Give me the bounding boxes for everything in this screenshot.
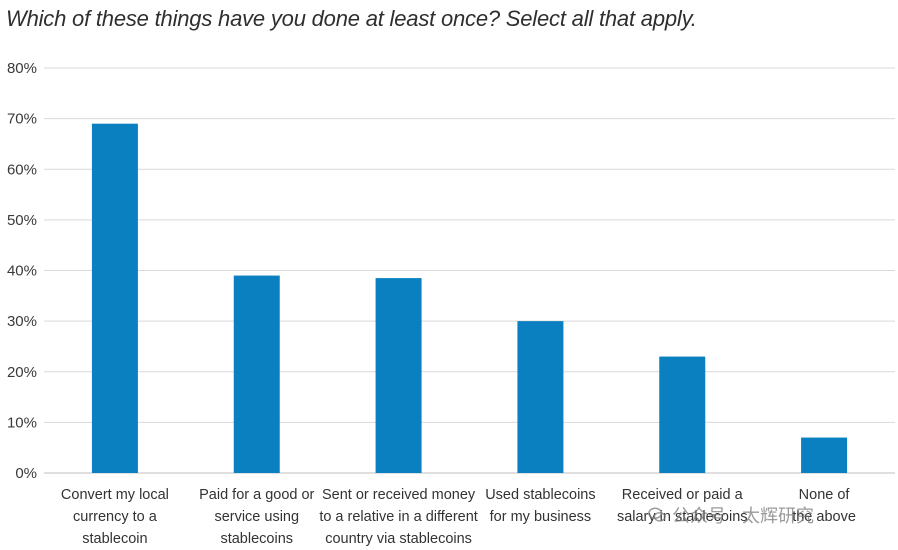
bar [233, 275, 280, 473]
x-category-label: Used stablecoins for my business [485, 487, 595, 525]
x-category-label: None of the above [792, 487, 856, 525]
y-tick-label: 0% [15, 465, 37, 482]
bar [659, 356, 706, 473]
x-category-label: Convert my local currency to a stablecoin [61, 487, 169, 547]
y-tick-label: 40% [7, 263, 37, 280]
y-tick-label: 70% [7, 111, 37, 128]
y-tick-label: 80% [7, 60, 37, 77]
bars [91, 123, 848, 473]
y-tick-label: 50% [7, 212, 37, 229]
x-category-label: Sent or received money to a relative in a… [319, 487, 478, 547]
x-category-label: Paid for a good or service using stablecoi… [199, 487, 314, 547]
bar [91, 123, 138, 473]
grid-lines [44, 67, 895, 474]
x-category-label: Received or paid a salary in stablecoins [617, 487, 748, 525]
bar [517, 321, 564, 473]
chart-title: Which of these things have you done at l… [6, 6, 697, 31]
x-axis-category-labels: Convert my local currency to a stablecoin P… [61, 487, 856, 547]
y-tick-label: 60% [7, 161, 37, 178]
bar [801, 437, 848, 473]
bar [375, 278, 422, 473]
y-tick-label: 10% [7, 414, 37, 431]
y-tick-label: 20% [7, 364, 37, 381]
y-axis-tick-labels: 0% 10% 20% 30% 40% 50% 60% 70% 80% [7, 60, 37, 482]
y-tick-label: 30% [7, 313, 37, 330]
